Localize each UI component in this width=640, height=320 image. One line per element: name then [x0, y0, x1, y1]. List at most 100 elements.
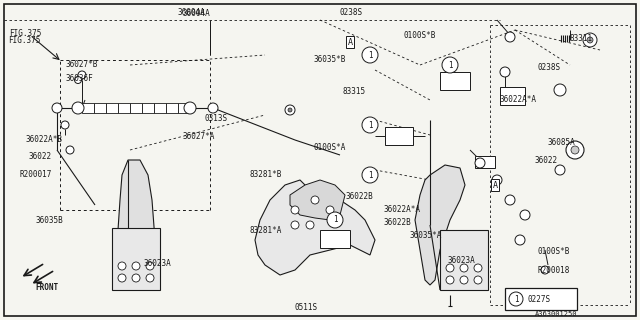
- Circle shape: [541, 266, 549, 274]
- Bar: [142, 103, 154, 113]
- Bar: [505, 288, 577, 310]
- Circle shape: [460, 276, 468, 284]
- Circle shape: [555, 165, 565, 175]
- Circle shape: [288, 108, 292, 112]
- Circle shape: [291, 221, 299, 229]
- Bar: [440, 230, 488, 290]
- Text: FIG.375: FIG.375: [8, 36, 40, 44]
- Circle shape: [52, 103, 62, 113]
- Bar: [130, 103, 142, 113]
- Text: 0238S: 0238S: [538, 63, 561, 72]
- Polygon shape: [255, 180, 375, 275]
- Bar: [178, 103, 190, 113]
- Text: 36023A: 36023A: [144, 260, 172, 268]
- Circle shape: [208, 103, 218, 113]
- Circle shape: [362, 167, 378, 183]
- Text: 1: 1: [368, 51, 372, 60]
- Circle shape: [515, 235, 525, 245]
- Circle shape: [460, 264, 468, 272]
- Circle shape: [362, 47, 378, 63]
- Text: R200017: R200017: [19, 170, 52, 179]
- Text: 36035*B: 36035*B: [314, 55, 346, 64]
- Text: A: A: [493, 180, 497, 189]
- Text: 36022A*B: 36022A*B: [26, 135, 63, 144]
- Bar: [118, 103, 130, 113]
- Circle shape: [362, 117, 378, 133]
- Circle shape: [146, 274, 154, 282]
- Text: 36004A: 36004A: [178, 7, 205, 17]
- Text: 36022: 36022: [29, 152, 52, 161]
- Bar: [475, 156, 495, 168]
- Text: 0100S*B: 0100S*B: [538, 247, 570, 256]
- Circle shape: [66, 146, 74, 154]
- Text: 0238S: 0238S: [339, 8, 362, 17]
- Circle shape: [291, 206, 299, 214]
- Circle shape: [571, 146, 579, 154]
- Circle shape: [475, 158, 485, 168]
- Text: 1: 1: [514, 294, 518, 303]
- Polygon shape: [118, 160, 155, 285]
- Circle shape: [132, 274, 140, 282]
- Bar: [385, 127, 413, 145]
- Circle shape: [474, 264, 482, 272]
- Bar: [154, 103, 166, 113]
- Circle shape: [474, 276, 482, 284]
- Circle shape: [492, 175, 502, 185]
- Bar: [106, 103, 118, 113]
- Text: 36022B: 36022B: [346, 192, 373, 201]
- Circle shape: [146, 262, 154, 270]
- Text: 83311: 83311: [570, 34, 593, 43]
- Text: 36022B: 36022B: [384, 218, 412, 227]
- Bar: [94, 103, 106, 113]
- Text: 36022: 36022: [534, 156, 557, 164]
- Text: R200018: R200018: [538, 266, 570, 275]
- Circle shape: [505, 32, 515, 42]
- Circle shape: [583, 33, 597, 47]
- Text: 36022A*A: 36022A*A: [499, 95, 536, 104]
- Bar: [82, 103, 94, 113]
- Bar: [440, 72, 470, 90]
- Circle shape: [184, 102, 196, 114]
- Circle shape: [442, 57, 458, 73]
- Polygon shape: [290, 180, 345, 220]
- Circle shape: [78, 71, 86, 79]
- Text: 36022A*A: 36022A*A: [384, 205, 421, 214]
- Circle shape: [554, 84, 566, 96]
- Text: 36027*B: 36027*B: [65, 60, 98, 68]
- Text: 1: 1: [368, 121, 372, 130]
- Text: 0313S: 0313S: [205, 114, 228, 123]
- Text: 83315: 83315: [342, 87, 365, 96]
- Circle shape: [72, 102, 84, 114]
- Bar: [500, 87, 525, 105]
- Circle shape: [446, 276, 454, 284]
- Circle shape: [285, 105, 295, 115]
- Text: FIG.375: FIG.375: [10, 29, 42, 38]
- Text: 36035B: 36035B: [35, 216, 63, 225]
- Text: A363001250: A363001250: [535, 311, 577, 317]
- Text: 0227S: 0227S: [527, 294, 550, 303]
- Text: 0511S: 0511S: [294, 303, 317, 312]
- Circle shape: [327, 212, 343, 228]
- Polygon shape: [415, 165, 465, 285]
- Circle shape: [500, 67, 510, 77]
- Circle shape: [566, 141, 584, 159]
- Circle shape: [326, 206, 334, 214]
- Circle shape: [74, 76, 81, 84]
- Text: 83281*B: 83281*B: [250, 170, 282, 179]
- Circle shape: [446, 264, 454, 272]
- Text: 36004A: 36004A: [182, 9, 210, 18]
- Circle shape: [118, 262, 126, 270]
- Circle shape: [509, 292, 523, 306]
- Text: 1: 1: [448, 60, 452, 69]
- Text: 36036F: 36036F: [65, 74, 93, 83]
- Text: 36085A: 36085A: [547, 138, 575, 147]
- Text: 0100S*A: 0100S*A: [314, 143, 346, 152]
- Text: FRONT: FRONT: [35, 284, 58, 292]
- Circle shape: [505, 195, 515, 205]
- Text: 1: 1: [333, 215, 337, 225]
- Circle shape: [118, 274, 126, 282]
- Text: 36027*A: 36027*A: [182, 132, 215, 140]
- Bar: [166, 103, 178, 113]
- Text: 83281*A: 83281*A: [250, 226, 282, 235]
- Text: 1: 1: [368, 171, 372, 180]
